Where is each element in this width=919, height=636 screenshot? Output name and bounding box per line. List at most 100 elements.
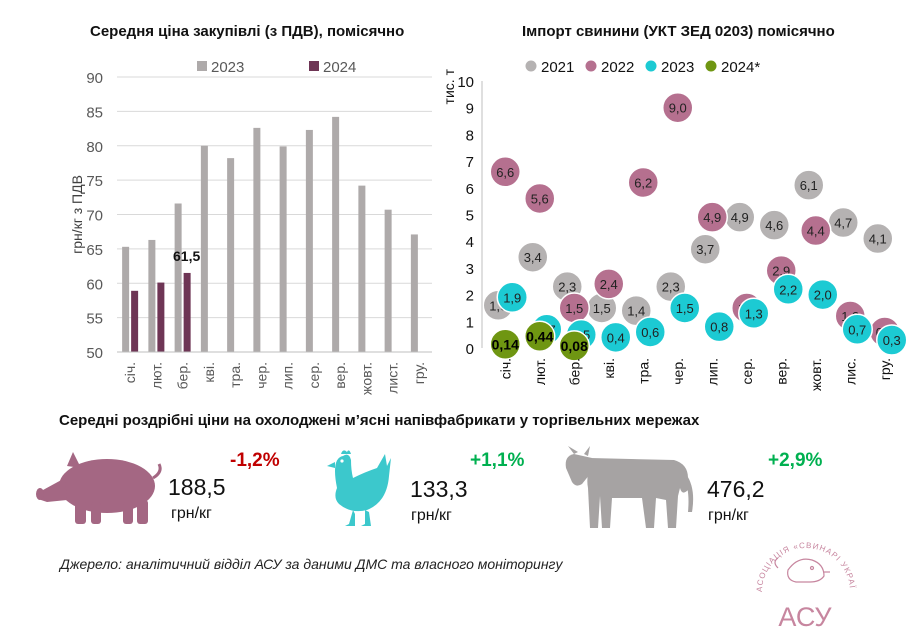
x-tick-label: лют. — [148, 362, 164, 389]
y-tick-label: 75 — [86, 173, 103, 190]
y-axis-label: грн/кг з ПДВ — [69, 175, 85, 254]
y-tick-label: 0 — [466, 341, 474, 358]
bubble-marker — [517, 241, 549, 273]
bubble-2023: 1,3 — [738, 297, 770, 330]
bar-2024 — [131, 290, 139, 352]
x-tick-label: гру. — [411, 362, 427, 384]
bubble-marker — [841, 313, 873, 346]
bubble-marker — [793, 169, 825, 201]
y-tick-label: 4 — [466, 234, 474, 251]
legend-label: 2023 — [211, 59, 244, 76]
y-tick-label: 90 — [86, 70, 103, 87]
legend-marker — [645, 60, 657, 72]
bubble-marker — [524, 182, 556, 215]
bubble-data-label: 0,7 — [848, 322, 866, 337]
bar-2023 — [253, 127, 261, 352]
bubble-marker — [876, 324, 908, 356]
bar-2023 — [122, 246, 130, 352]
bubble-marker — [807, 278, 839, 311]
y-tick-label: 2 — [466, 288, 474, 305]
x-tick-label: сер. — [739, 358, 755, 384]
bubble-data-label: 1,3 — [745, 306, 763, 321]
y-tick-label: 80 — [86, 139, 103, 156]
x-tick-label: лют. — [532, 358, 548, 385]
bubble-marker — [689, 233, 721, 265]
bubble-data-label: 5,6 — [531, 191, 549, 206]
legend-swatch — [197, 61, 207, 71]
bubble-data-label: 4,1 — [869, 232, 887, 247]
pork-price-change: -1,2% — [230, 450, 280, 471]
y-tick-label: 7 — [466, 154, 474, 171]
bubble-2023: 2,2 — [772, 273, 804, 306]
legend-label: 2024 — [323, 59, 356, 76]
x-tick-label: кві. — [601, 358, 617, 379]
legend-label: 2024* — [721, 59, 760, 76]
x-tick-label: сер. — [306, 362, 322, 388]
legend-label: 2021 — [541, 59, 574, 76]
bubble-2021: 4,1 — [862, 222, 894, 255]
bubble-marker — [593, 268, 625, 300]
legend-label: 2023 — [661, 59, 694, 76]
bubble-2023: 0,8 — [703, 310, 735, 343]
bubble-2022: 6,6 — [489, 156, 521, 188]
bubble-data-label: 0,3 — [883, 333, 901, 348]
bubble-data-label: 0,08 — [561, 338, 588, 354]
bubble-2022: 4,4 — [800, 214, 832, 247]
bubble-2022: 5,6 — [524, 182, 556, 215]
bubble-data-label: 9,0 — [669, 101, 687, 116]
legend-label: 2022 — [601, 59, 634, 76]
bubble-marker — [634, 316, 666, 348]
bubble-chart-title: Імпорт свинини (УКТ ЗЕД 0203) помісячно — [522, 23, 835, 40]
bubble-2024: 0,44 — [524, 320, 556, 353]
bubble-data-label: 0,4 — [607, 330, 625, 345]
bubble-2021: 6,1 — [793, 169, 825, 201]
bubble-2022: 2,4 — [593, 268, 625, 300]
bubble-2023: 1,5 — [669, 292, 701, 324]
retail-section-title: Середні роздрібні ціни на охолоджені м’я… — [59, 412, 700, 429]
x-tick-label: вер. — [332, 362, 348, 389]
bubble-2023: 0,3 — [876, 324, 908, 356]
legend-marker — [585, 60, 597, 72]
bubble-data-label: 2,3 — [558, 280, 576, 295]
bar-2023 — [227, 158, 235, 352]
legend-marker — [705, 60, 717, 72]
bubble-marker — [738, 297, 770, 330]
bubble-2021: 4,7 — [827, 206, 859, 239]
y-axis-label: тис. т — [441, 68, 457, 104]
y-tick-label: 70 — [86, 208, 103, 225]
bubble-marker — [489, 328, 521, 361]
bubble-2022: 6,2 — [627, 166, 659, 199]
y-tick-label: 9 — [466, 101, 474, 118]
chicken-icon — [327, 450, 391, 526]
bubble-data-label: 4,9 — [731, 210, 749, 225]
x-tick-label: січ. — [497, 358, 513, 379]
bubble-marker — [758, 209, 790, 241]
pig-icon — [36, 452, 162, 524]
chicken-price-unit: грн/кг — [411, 507, 452, 524]
x-tick-label: чер. — [670, 358, 686, 385]
bar-2023 — [384, 209, 392, 352]
legend-swatch — [309, 61, 319, 71]
bubble-2024: 0,08 — [558, 330, 590, 362]
bubble-data-label: 0,44 — [526, 328, 553, 344]
bubble-2021: 4,9 — [724, 201, 756, 233]
bubble-data-label: 2,3 — [662, 280, 680, 295]
bar-2023 — [200, 145, 208, 352]
bubble-data-label: 6,6 — [496, 165, 514, 180]
y-tick-label: 50 — [86, 345, 103, 362]
bubble-2023: 1,9 — [496, 281, 528, 314]
bubble-data-label: 0,8 — [710, 320, 728, 335]
x-tick-label: тра. — [635, 358, 651, 384]
legend-marker — [525, 60, 537, 72]
bubble-2022: 9,0 — [662, 91, 694, 124]
y-tick-label: 1 — [466, 314, 474, 331]
bubble-data-label: 1,5 — [593, 301, 611, 316]
x-tick-label: жовт. — [808, 358, 824, 391]
bubble-data-label: 0,6 — [641, 325, 659, 340]
pork-price-unit: грн/кг — [171, 505, 212, 522]
bubble-2023: 0,6 — [634, 316, 666, 348]
cow-icon — [565, 446, 694, 528]
bubble-data-label: 4,7 — [834, 216, 852, 231]
x-tick-label: вер. — [773, 358, 789, 385]
